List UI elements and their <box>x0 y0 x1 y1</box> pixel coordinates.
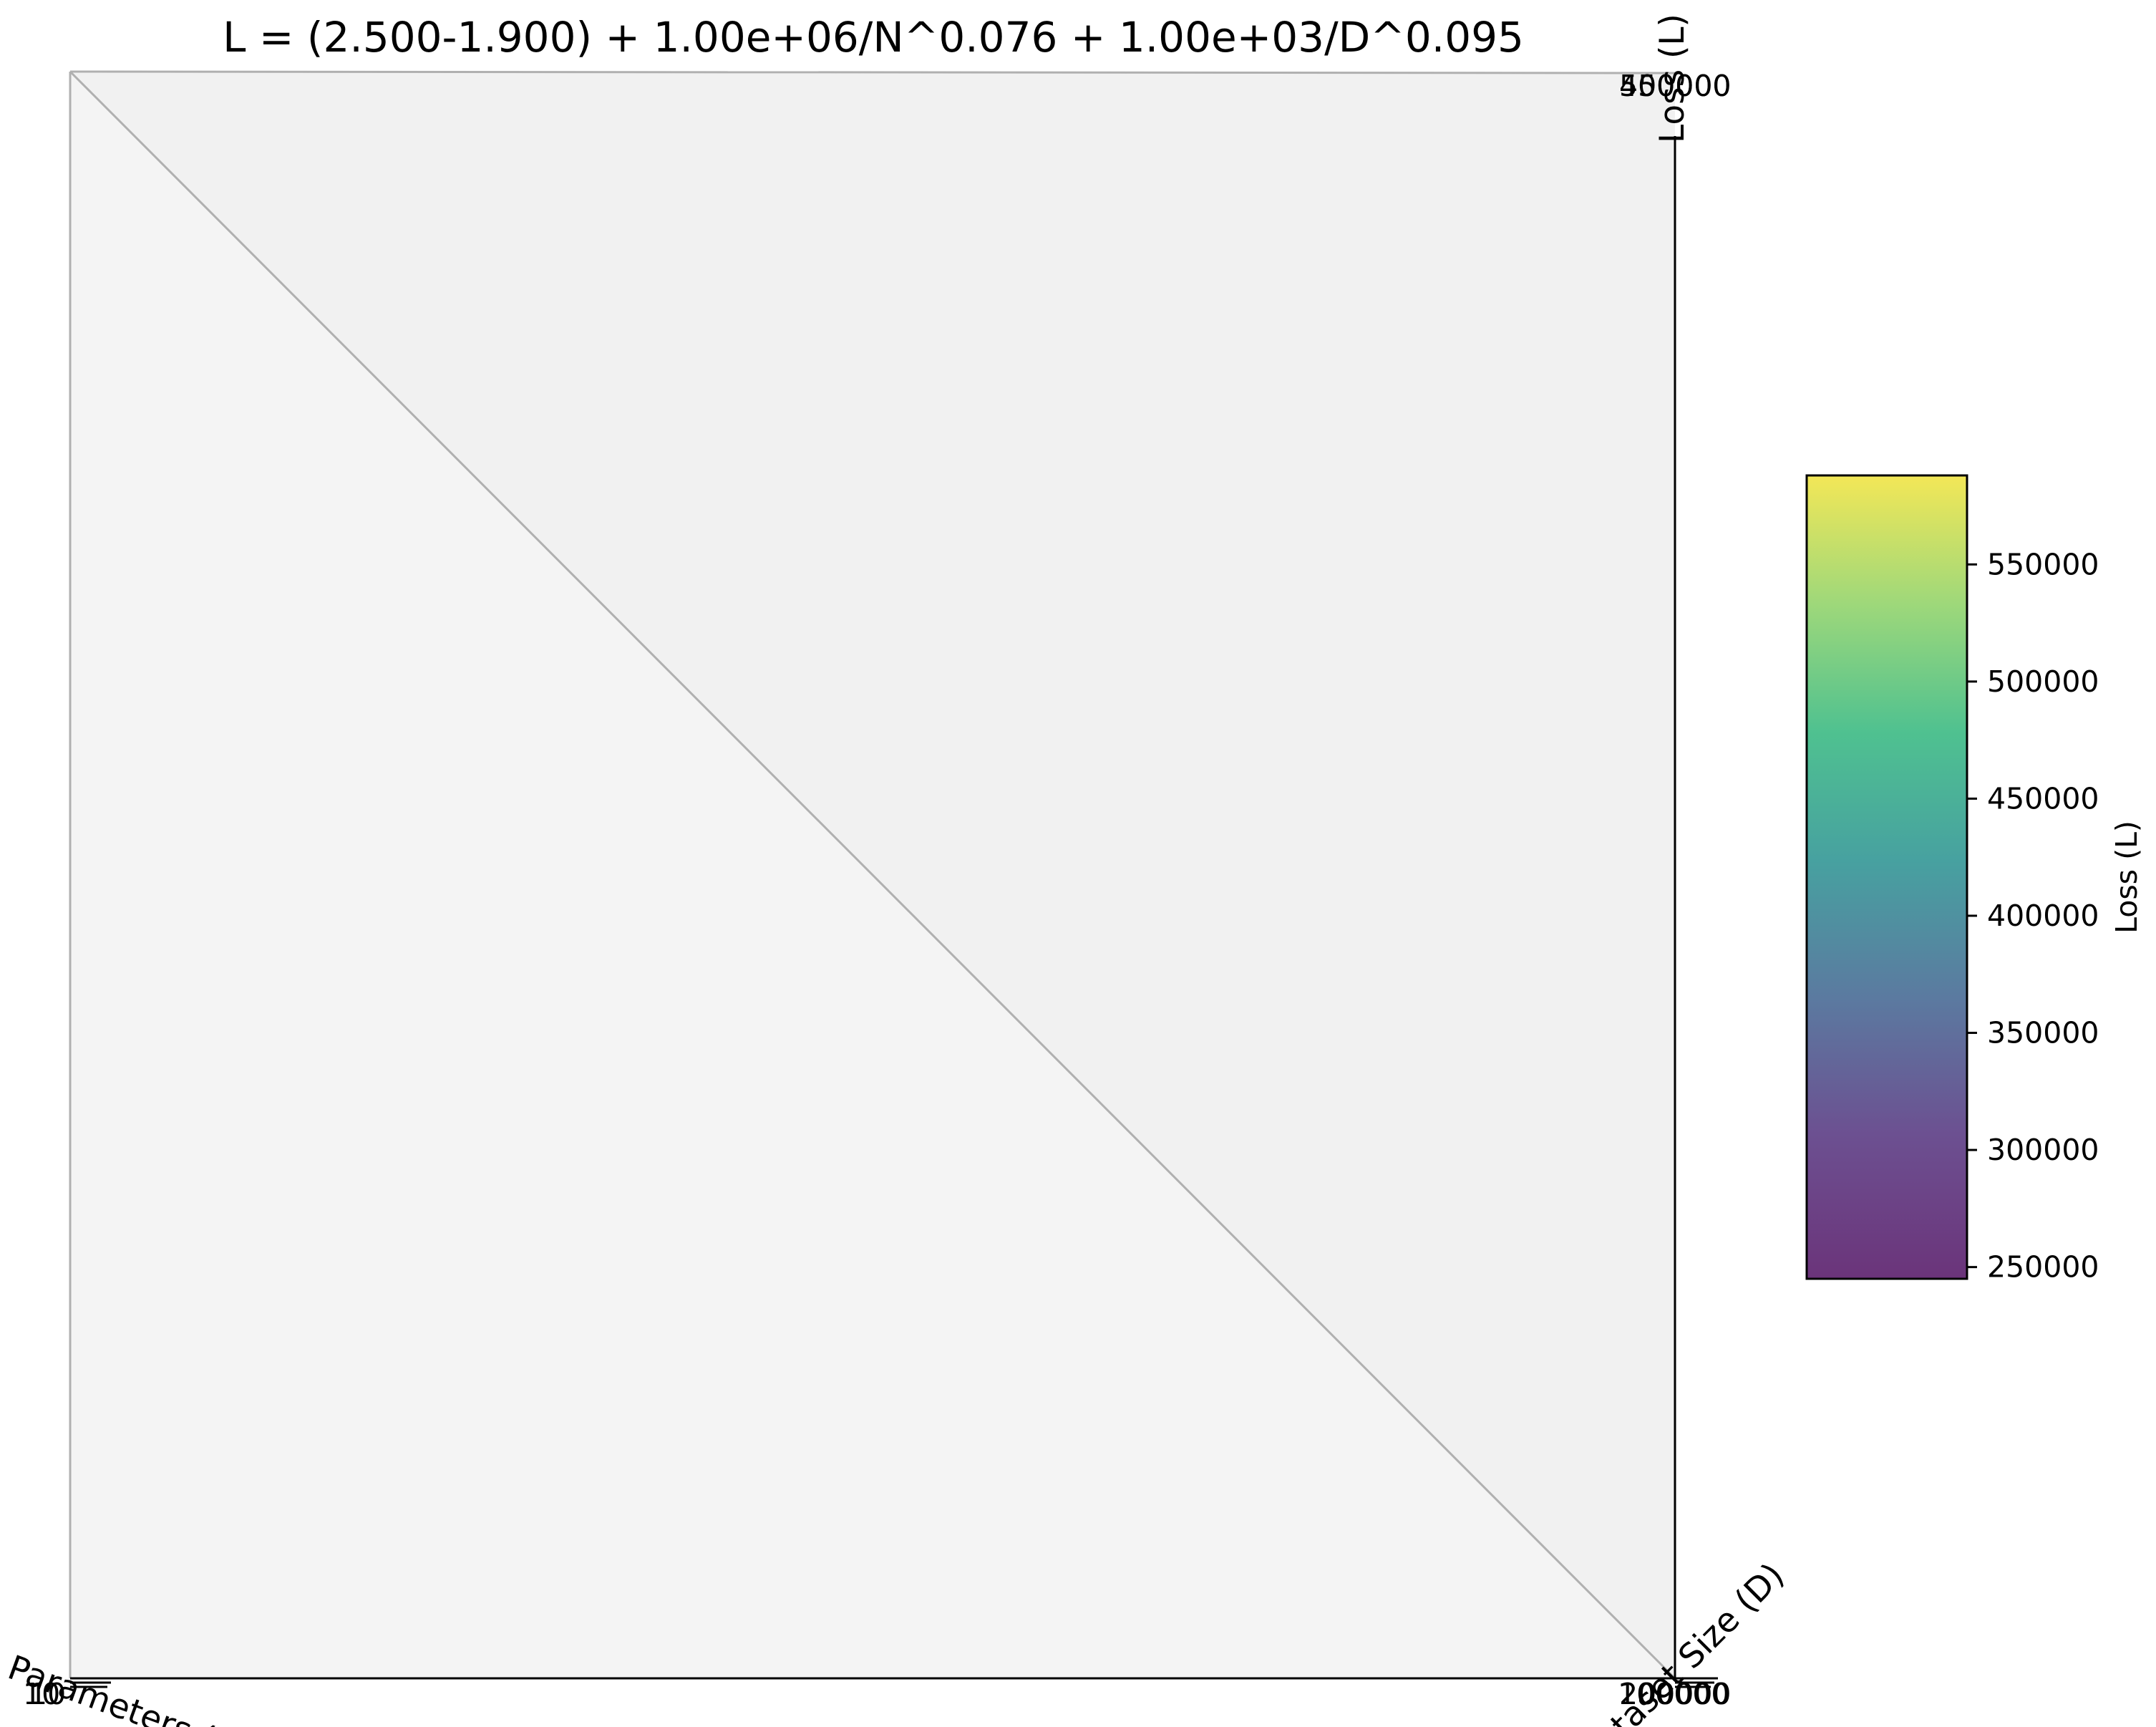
colorbar-tick-label: 400000 <box>1987 899 2099 933</box>
x-tick-marks <box>70 1677 115 1688</box>
colorbar: 250000 300000 350000 400000 450000 500000 5500… <box>1805 474 2144 1285</box>
x-tick-label: 10 <box>29 1677 66 1711</box>
colorbar-tick-label: 550000 <box>1987 547 2099 581</box>
z-axis-label: Loss (L) <box>1653 14 1692 143</box>
colorbar-tick-label: 350000 <box>1987 1016 2099 1050</box>
z-tick-label: 500000 <box>1619 69 1732 103</box>
colorbar-label: Loss (L) <box>2109 821 2144 934</box>
colorbar-tick-label: 300000 <box>1987 1133 2099 1167</box>
z-tick-label: 450000 <box>1619 69 1732 103</box>
y-tick-label: 100000 <box>1618 1677 1730 1711</box>
x-tick-label: 10 <box>23 1677 60 1711</box>
colorbar-gradient <box>1805 474 1968 1280</box>
colorbar-tick-label: 500000 <box>1987 664 2099 699</box>
y-tick-label: 200000 <box>1619 1677 1732 1711</box>
pane-diagonal-edge <box>69 70 1676 1680</box>
y-tick-marks <box>1675 1677 1718 1688</box>
colorbar-tick-label: 450000 <box>1987 781 2099 816</box>
pane-top-edge <box>69 70 1676 74</box>
chart-title: L = (2.500-1.900) + 1.00e+06/N^0.076 + 1… <box>223 13 1524 62</box>
colorbar-tick-label: 250000 <box>1987 1250 2099 1285</box>
